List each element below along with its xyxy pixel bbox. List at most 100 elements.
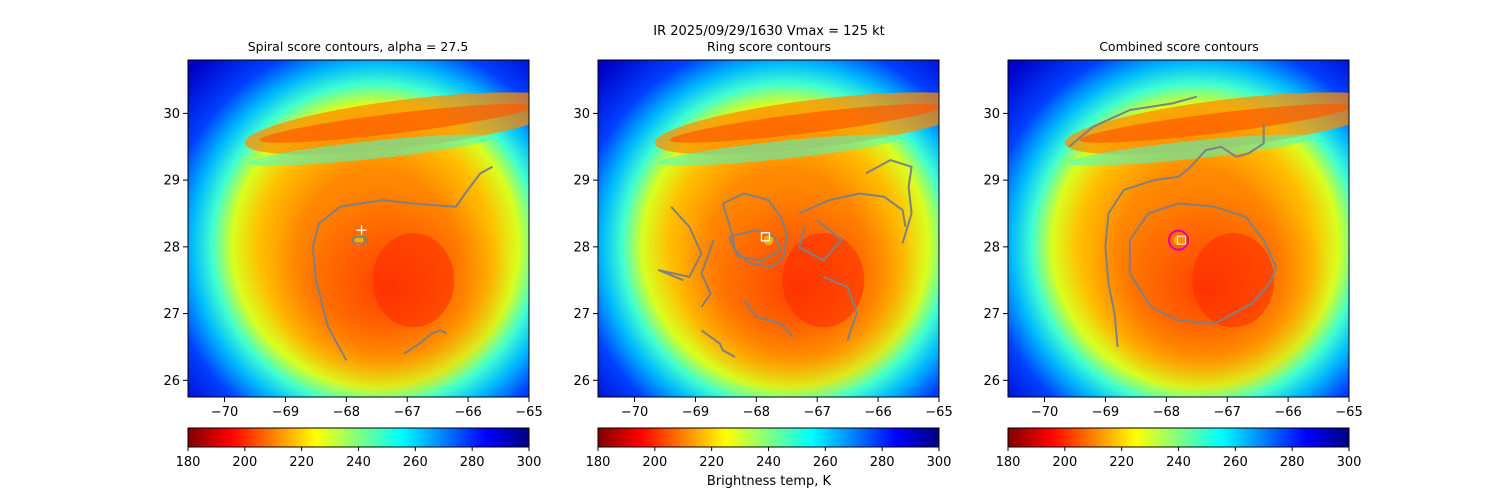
score-contour: [1068, 95, 1198, 148]
x-tick-label: −65: [925, 405, 952, 420]
brightness-temp-image: [188, 60, 529, 397]
score-contour: [1104, 123, 1265, 348]
brightness-temp-image: [1008, 60, 1349, 397]
combined-center-square: [1177, 235, 1187, 245]
y-tick-label: 28: [163, 240, 180, 255]
colorbar-tick-label: 300: [1337, 455, 1362, 470]
axes-frame: [597, 59, 940, 398]
x-tick-label: −69: [272, 405, 299, 420]
colorbar-tick-label: 220: [289, 455, 314, 470]
y-tick-label: 27: [163, 307, 180, 322]
y-tick-label: 30: [983, 107, 1000, 122]
eyewall-cold-core: [1192, 233, 1275, 328]
colorbar-tick-label: 200: [1052, 455, 1077, 470]
northern-band-core: [669, 104, 939, 143]
brightness-temp-image: [598, 60, 939, 397]
score-contour: [721, 192, 788, 268]
colorbar-tick-label: 280: [870, 455, 895, 470]
combined-panel-title: Combined score contours: [1099, 39, 1259, 54]
colorbar-tick-label: 180: [176, 455, 201, 470]
x-tick-label: −70: [1031, 405, 1058, 420]
colorbar-tick-label: 220: [1109, 455, 1134, 470]
center-plus-marker: [356, 225, 367, 236]
y-tick-label: 29: [573, 174, 590, 189]
storm-eye: [763, 235, 774, 246]
moat-band: [658, 134, 903, 166]
colorbar-tick-label: 300: [927, 455, 952, 470]
score-contour: [311, 165, 493, 361]
spiral-score-panel: Spiral score contours, alpha = 27.5 −70 −…: [163, 39, 542, 470]
x-tick-label: −70: [211, 405, 238, 420]
colorbar-tick-label: 200: [642, 455, 667, 470]
colorbar-tick-label: 280: [1280, 455, 1305, 470]
colorbar: [187, 427, 530, 448]
colorbar-tick-label: 180: [586, 455, 611, 470]
score-contour: [743, 299, 794, 338]
eyewall-cold-core: [782, 233, 865, 328]
colorbar-label: Brightness temp, K: [707, 474, 832, 489]
colorbar-tick-label: 300: [517, 455, 542, 470]
x-tick-label: −68: [333, 405, 360, 420]
colorbar-tick-label: 260: [813, 455, 838, 470]
spiral-panel-title: Spiral score contours, alpha = 27.5: [248, 39, 469, 54]
y-tick-label: 27: [983, 307, 1000, 322]
score-contour: [727, 229, 782, 262]
y-tick-label: 29: [163, 174, 180, 189]
score-contour: [1128, 202, 1277, 325]
score-contour: [822, 275, 858, 341]
combined-center-circle: [1168, 229, 1189, 251]
axes-frame: [187, 59, 530, 398]
score-contour: [798, 192, 907, 227]
x-tick-label: −68: [743, 405, 770, 420]
moat-band: [1068, 134, 1313, 166]
x-tick-label: −70: [621, 405, 648, 420]
colorbar: [1007, 427, 1350, 448]
colorbar-tick-label: 240: [756, 455, 781, 470]
colorbar-tick-label: 240: [1166, 455, 1191, 470]
northern-band-core: [259, 104, 529, 143]
moat-band: [248, 134, 493, 166]
x-tick-label: −65: [1335, 405, 1362, 420]
axes-frame: [1007, 59, 1350, 398]
colorbar-tick-label: 200: [232, 455, 257, 470]
y-tick-label: 30: [573, 107, 590, 122]
x-tick-label: −68: [1153, 405, 1180, 420]
score-contour: [797, 219, 843, 262]
x-tick-label: −69: [1092, 405, 1119, 420]
x-tick-label: −66: [1274, 405, 1301, 420]
colorbar-tick-label: 280: [460, 455, 485, 470]
score-contour: [657, 206, 703, 282]
x-tick-label: −66: [454, 405, 481, 420]
y-tick-label: 30: [163, 107, 180, 122]
colorbar-tick-label: 260: [403, 455, 428, 470]
score-contour: [700, 239, 715, 308]
y-tick-label: 28: [983, 240, 1000, 255]
colorbar-tick-label: 220: [699, 455, 724, 470]
colorbar-tick-label: 240: [346, 455, 371, 470]
combined-score-panel: Combined score contours −70 −69 −68 −67 −66 −…: [983, 39, 1362, 470]
y-tick-label: 26: [163, 374, 180, 389]
colorbar-tick-label: 180: [996, 455, 1021, 470]
northern-band-core: [1079, 104, 1349, 143]
score-contour: [351, 235, 369, 245]
y-tick-label: 26: [983, 374, 1000, 389]
eyewall-cold-core: [372, 233, 455, 328]
ring-score-panel: Ring score contours −70 −69 −68 −67 −66 −65 26…: [573, 39, 952, 470]
y-tick-label: 27: [573, 307, 590, 322]
figure-suptitle: IR 2025/09/29/1630 Vmax = 125 kt: [653, 24, 884, 39]
score-contour: [865, 159, 913, 244]
ring-panel-title: Ring score contours: [707, 39, 831, 54]
score-contour: [700, 329, 736, 358]
x-tick-label: −66: [864, 405, 891, 420]
x-tick-label: −65: [515, 405, 542, 420]
x-tick-label: −69: [682, 405, 709, 420]
y-tick-label: 29: [983, 174, 1000, 189]
x-tick-label: −67: [393, 405, 420, 420]
y-tick-label: 26: [573, 374, 590, 389]
colorbar: [597, 427, 940, 448]
colorbar-tick-label: 260: [1223, 455, 1248, 470]
x-tick-label: −67: [803, 405, 830, 420]
score-contour: [403, 329, 448, 355]
y-tick-label: 28: [573, 240, 590, 255]
